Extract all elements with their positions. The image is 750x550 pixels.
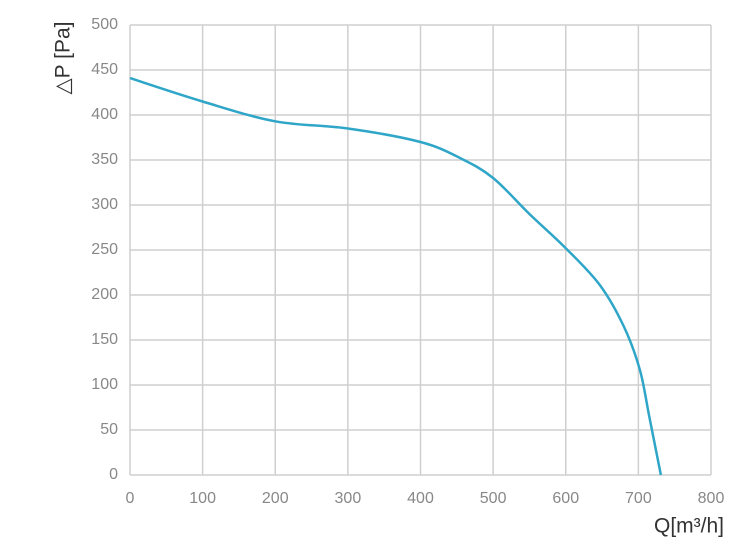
y-tick-label: 150 — [91, 331, 118, 348]
x-tick-label: 500 — [480, 490, 507, 507]
x-tick-label: 200 — [262, 490, 289, 507]
y-tick-label: 0 — [109, 466, 118, 483]
x-tick-label: 100 — [189, 490, 216, 507]
y-tick-label: 500 — [91, 16, 118, 33]
y-tick-label: 250 — [91, 241, 118, 258]
y-tick-label: 50 — [100, 421, 118, 438]
x-tick-label: 300 — [335, 490, 362, 507]
x-tick-label: 0 — [126, 490, 135, 507]
y-tick-label: 200 — [91, 286, 118, 303]
y-tick-label: 100 — [91, 376, 118, 393]
y-tick-label: 400 — [91, 106, 118, 123]
curve — [129, 76, 663, 476]
y-tick-label: 450 — [91, 61, 118, 78]
y-tick-label: 300 — [91, 196, 118, 213]
x-axis-title: Q[m³/h] — [654, 515, 724, 538]
x-tick-label: 400 — [407, 490, 434, 507]
x-tick-label: 700 — [625, 490, 652, 507]
x-tick-label: 800 — [698, 490, 725, 507]
y-axis-title: △P [Pa] — [52, 22, 75, 95]
y-tick-label: 350 — [91, 151, 118, 168]
x-tick-label: 600 — [552, 490, 579, 507]
